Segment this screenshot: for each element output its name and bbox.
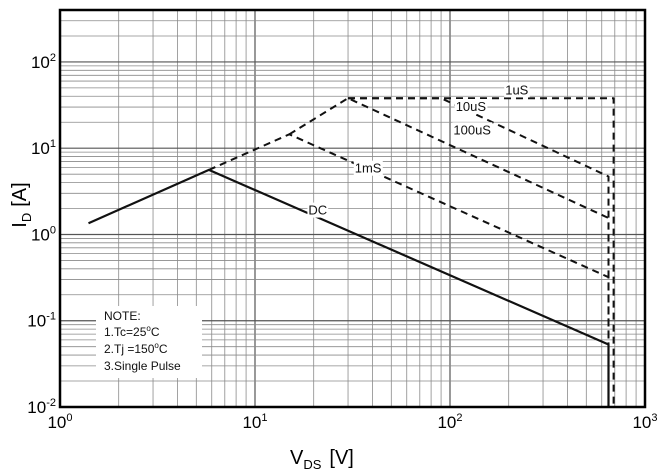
x-tick-exp: 2	[456, 412, 462, 424]
series-label-dc: DC	[308, 203, 327, 218]
note-line-1: 1.Tc=25oC	[104, 324, 160, 339]
series-label-bg	[504, 82, 530, 98]
x-tick-base: 10	[437, 413, 456, 432]
x-tick-label: 102	[437, 412, 462, 432]
series-10us-line	[348, 97, 610, 407]
y-tick-base: 10	[27, 312, 46, 331]
x-tick-exp: 1	[261, 412, 267, 424]
note-box-background	[96, 306, 202, 378]
note-title: NOTE:	[104, 309, 141, 323]
x-tick-label: 100	[47, 412, 72, 432]
x-tick-base: 10	[242, 413, 261, 432]
y-tick-label: 101	[31, 138, 56, 158]
series-label-10us: 10uS	[456, 99, 487, 114]
series-label-1us: 1uS	[505, 82, 528, 97]
y-tick-label: 10-1	[27, 311, 56, 331]
x-axis-label-sub: DS	[303, 457, 321, 472]
y-tick-base: 10	[31, 139, 50, 158]
plot-frame	[58, 8, 647, 409]
note-line-2: 2.Tj =150oC	[104, 341, 168, 356]
x-tick-exp: 3	[651, 412, 657, 424]
x-axis-label-main: V	[290, 447, 304, 469]
x-tick-label: 101	[242, 412, 267, 432]
y-tick-exp: -1	[46, 311, 56, 323]
x-tick-exp: 0	[66, 412, 72, 424]
y-axis-label: ID [A]	[9, 182, 34, 227]
y-tick-exp: 0	[50, 225, 56, 237]
series-label-bg	[454, 99, 488, 114]
series-group	[88, 97, 615, 407]
x-axis-label: VDS [V]	[290, 447, 354, 472]
note-line-3: 3.Single Pulse	[104, 359, 181, 373]
y-tick-exp: 2	[50, 52, 56, 64]
note-line-1-suffix: C	[151, 325, 160, 339]
series-label-bg	[452, 122, 493, 138]
note-line-1-sup: o	[146, 324, 151, 333]
note-line-2-sup: o	[154, 341, 159, 350]
y-tick-base: 10	[31, 226, 50, 245]
series-label-bg	[353, 160, 383, 176]
y-tick-exp: -2	[46, 397, 56, 409]
y-tick-base: 10	[31, 53, 50, 72]
note-line-2-prefix: 2.Tj =150	[104, 342, 155, 356]
y-axis-label-unit: [A]	[9, 182, 31, 206]
series-dc-line	[88, 168, 610, 407]
x-axis-label-unit: [V]	[329, 447, 353, 469]
x-tick-base: 10	[632, 413, 651, 432]
series-label-100us: 100uS	[453, 122, 491, 137]
series-label-bg	[307, 202, 329, 218]
y-axis-label-sub: D	[19, 213, 34, 222]
y-axis-label-main: I	[9, 222, 31, 228]
curve-labels: DC 1mS 100uS 10uS 1uS	[307, 82, 530, 218]
series-100us-line	[288, 97, 610, 407]
y-tick-label: 102	[31, 52, 56, 72]
series-1us-line	[348, 97, 615, 407]
x-tick-base: 10	[47, 413, 66, 432]
note-line-2-suffix: C	[159, 342, 168, 356]
x-tick-label: 103	[632, 412, 657, 432]
y-tick-exp: 1	[50, 138, 56, 150]
grid-lines	[59, 9, 645, 408]
y-tick-label: 100	[31, 225, 56, 245]
note-box: NOTE: 1.Tc=25oC 2.Tj =150oC 3.Single Pul…	[96, 306, 202, 378]
x-tick-labels: 100 101 102 103	[47, 412, 657, 432]
y-tick-label: 10-2	[27, 397, 56, 417]
note-line-1-prefix: 1.Tc=25	[104, 325, 147, 339]
series-label-1ms: 1mS	[355, 161, 382, 176]
y-tick-base: 10	[27, 398, 46, 417]
